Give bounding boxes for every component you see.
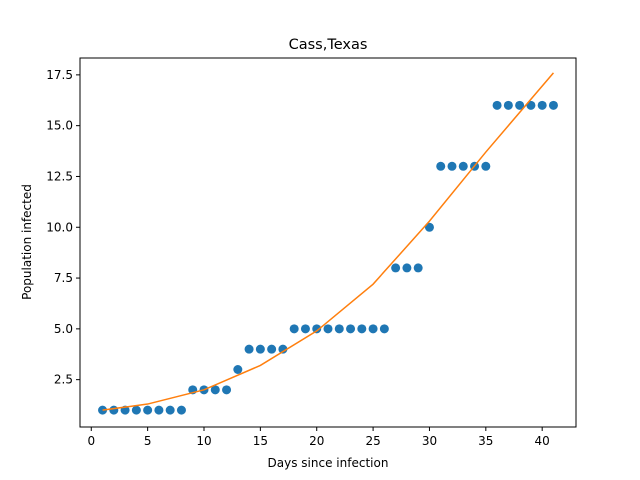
data-point: [357, 324, 367, 334]
x-axis: 0 5 10 15 20 25 30 35 40: [87, 427, 550, 448]
data-point: [402, 263, 412, 273]
data-point: [346, 324, 356, 334]
x-tick-label: 25: [365, 434, 380, 448]
data-point: [458, 161, 468, 171]
data-point: [154, 405, 164, 415]
x-tick-label: 0: [87, 434, 95, 448]
x-tick-label: 10: [196, 434, 211, 448]
data-point: [176, 405, 186, 415]
data-point: [267, 344, 277, 354]
y-tick-label: 2.5: [54, 373, 73, 387]
chart-title: Cass,Texas: [289, 37, 368, 53]
y-tick-label: 5.0: [54, 322, 73, 336]
data-point: [436, 161, 446, 171]
y-tick-label: 7.5: [54, 271, 73, 285]
x-tick-label: 20: [309, 434, 324, 448]
data-point: [447, 161, 457, 171]
x-tick-label: 5: [144, 434, 152, 448]
data-point: [537, 100, 547, 110]
data-point: [312, 324, 322, 334]
data-point: [233, 365, 243, 374]
data-point: [424, 222, 434, 232]
y-tick-label: 15.0: [46, 119, 73, 133]
data-point: [368, 324, 378, 334]
x-tick-label: 30: [422, 434, 437, 448]
y-tick-label: 12.5: [46, 169, 73, 183]
data-point: [131, 405, 141, 415]
y-axis: 2.5 5.0 7.5 10.0 12.5 15.0 17.5: [46, 68, 80, 387]
data-point: [492, 100, 502, 110]
x-axis-label: Days since infection: [268, 456, 389, 470]
data-point: [391, 263, 401, 273]
data-point: [334, 324, 344, 334]
data-point: [289, 324, 299, 334]
data-point: [255, 344, 265, 354]
x-tick-label: 15: [253, 434, 268, 448]
data-point: [503, 100, 513, 110]
fit-line: [102, 72, 555, 411]
data-point: [515, 100, 525, 110]
data-point: [413, 263, 423, 273]
data-point: [323, 324, 333, 334]
x-tick-label: 35: [478, 434, 493, 448]
data-point: [210, 385, 220, 395]
data-point: [526, 100, 536, 110]
y-tick-label: 10.0: [46, 220, 73, 234]
data-point: [548, 100, 558, 110]
data-point: [481, 161, 491, 171]
y-tick-label: 17.5: [46, 68, 73, 82]
data-point: [300, 324, 310, 334]
x-tick-label: 40: [535, 434, 550, 448]
data-point: [143, 405, 153, 415]
data-point: [278, 344, 288, 354]
data-point: [244, 344, 254, 354]
plot-frame: [79, 57, 577, 428]
data-point: [379, 324, 389, 334]
plot-area: [98, 72, 558, 415]
data-point: [165, 405, 175, 415]
data-point: [222, 385, 232, 395]
data-point: [109, 405, 119, 415]
y-axis-label: Population infected: [20, 184, 34, 300]
